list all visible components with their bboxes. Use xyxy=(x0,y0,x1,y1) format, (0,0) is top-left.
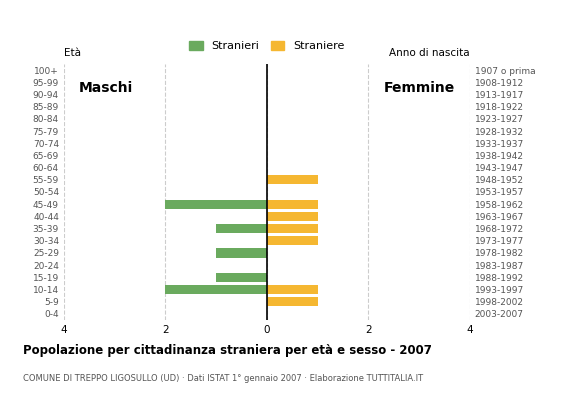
Bar xyxy=(267,297,318,306)
Bar xyxy=(216,273,267,282)
Bar xyxy=(216,248,267,258)
Bar xyxy=(267,224,318,233)
Text: Femmine: Femmine xyxy=(383,81,455,95)
Text: Anno di nascita: Anno di nascita xyxy=(389,48,470,58)
Bar xyxy=(267,212,318,221)
Bar xyxy=(267,285,318,294)
Bar xyxy=(216,224,267,233)
Bar xyxy=(267,175,318,184)
Legend: Stranieri, Straniere: Stranieri, Straniere xyxy=(185,36,349,56)
Bar xyxy=(165,200,267,209)
Bar xyxy=(267,200,318,209)
Bar xyxy=(267,236,318,245)
Text: Maschi: Maschi xyxy=(79,81,133,95)
Text: Età: Età xyxy=(64,48,81,58)
Text: COMUNE DI TREPPO LIGOSULLO (UD) · Dati ISTAT 1° gennaio 2007 · Elaborazione TUTT: COMUNE DI TREPPO LIGOSULLO (UD) · Dati I… xyxy=(23,374,423,383)
Text: Popolazione per cittadinanza straniera per età e sesso - 2007: Popolazione per cittadinanza straniera p… xyxy=(23,344,432,357)
Bar xyxy=(165,285,267,294)
